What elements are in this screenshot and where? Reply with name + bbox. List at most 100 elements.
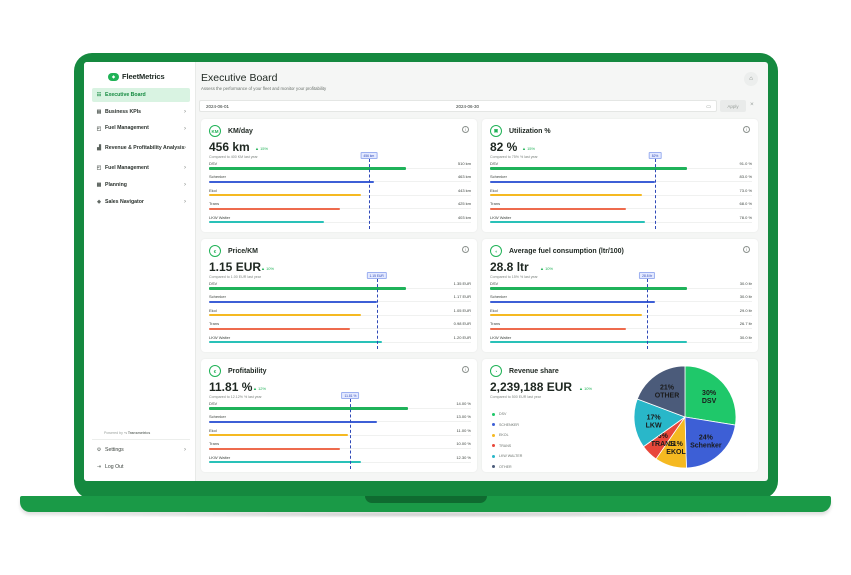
info-icon[interactable]: i xyxy=(462,366,469,373)
row-label: Trans xyxy=(490,201,501,207)
chevron-right-icon: › xyxy=(184,165,186,172)
average-tag: 456 km xyxy=(360,152,378,159)
pie-label: LKW xyxy=(646,423,662,430)
settings-button[interactable]: ⚙ Settings › xyxy=(92,443,190,457)
calendar-icon[interactable]: ▭ xyxy=(706,103,711,110)
chevron-right-icon: › xyxy=(184,125,186,132)
comparison-row: Trans 68.0 % xyxy=(490,200,752,213)
row-bar xyxy=(490,180,656,183)
card-title: Profitability xyxy=(228,367,267,375)
pie-label: 24% xyxy=(699,434,714,441)
legend-label: DSV xyxy=(499,412,507,417)
info-icon[interactable]: i xyxy=(743,126,750,133)
row-track xyxy=(209,221,471,223)
comparison-row: LKW Walter 403 km xyxy=(209,214,471,227)
comparison-row: DSV 91.0 % xyxy=(490,160,752,173)
laptop-base xyxy=(20,496,831,512)
calendar-icon: ▦ xyxy=(96,181,102,188)
kpi-value: 82 % xyxy=(490,140,518,154)
comparison-row: Trans 0.98 EUR xyxy=(209,320,471,333)
legend-label: TRANS xyxy=(499,443,512,448)
legend-swatch xyxy=(492,433,495,437)
row-bar xyxy=(209,314,361,317)
kpi-value: 1.15 EUR xyxy=(209,260,262,274)
info-icon[interactable]: i xyxy=(462,246,469,253)
row-value: 83.0 % xyxy=(739,174,752,180)
home-button[interactable]: ⌂ xyxy=(744,72,758,86)
row-bar xyxy=(490,314,642,317)
delta-badge: ▲ 10% xyxy=(261,266,275,271)
pie-label: OTHER xyxy=(655,392,680,399)
row-bar xyxy=(490,287,687,290)
card-title: KM/day xyxy=(228,127,253,135)
sidebar-item-business-kpis[interactable]: ▤ Business KPIs › xyxy=(92,105,190,119)
logo[interactable]: ◆ FleetMetrics xyxy=(108,72,165,81)
sidebar-item-planning[interactable]: ▦ Planning › xyxy=(92,178,190,192)
row-value: 443 km xyxy=(457,187,471,193)
row-bar xyxy=(209,167,406,170)
chevron-right-icon: › xyxy=(184,198,186,205)
logout-icon: ⇥ xyxy=(96,464,102,470)
chevron-right-icon: › xyxy=(184,145,186,152)
average-tag: 28.8 ltr xyxy=(639,272,656,279)
kpi-value: 11.81 % xyxy=(209,380,253,394)
comparison-row: DSV 14.00 % xyxy=(209,400,471,413)
sidebar-item-sales-navigator[interactable]: ◈ Sales Navigator › xyxy=(92,195,190,209)
compare-text: Compared to 500 EUR last year xyxy=(490,395,541,399)
comparison-row: Ekol 443 km xyxy=(209,187,471,200)
info-icon[interactable]: i xyxy=(462,126,469,133)
chevron-right-icon: › xyxy=(184,447,186,453)
chevron-right-icon: › xyxy=(184,108,186,115)
delta-badge: ▲ 10% xyxy=(579,386,593,391)
sidebar-item-fuel-management[interactable]: ◰ Fuel Management › xyxy=(92,161,190,175)
sidebar-item-fuel-management[interactable]: ◰ Fuel Management › xyxy=(92,122,190,136)
row-value: 78.0 % xyxy=(739,214,752,220)
card-icon: € xyxy=(209,365,221,377)
row-bar xyxy=(490,207,627,210)
sidebar-item-label: Fuel Management xyxy=(105,165,149,172)
average-line xyxy=(647,279,649,349)
logout-button[interactable]: ⇥ Log Out xyxy=(92,460,190,474)
row-label: Ekol xyxy=(209,187,217,193)
laptop-shadow xyxy=(40,512,811,518)
pie-slice-schenker[interactable] xyxy=(684,416,736,469)
row-value: 91.0 % xyxy=(739,161,752,166)
row-value: 1.20 EUR xyxy=(453,334,471,340)
row-label: Trans xyxy=(209,201,220,207)
card-icon: € xyxy=(209,245,221,257)
comparison-row: Trans 26.7 ltr xyxy=(490,320,752,333)
date-from[interactable]: 2024-06-01 xyxy=(206,104,230,109)
compare-text: Compared to 12.12% % last year xyxy=(209,395,262,399)
date-to[interactable]: 2024-06-30 xyxy=(456,104,480,109)
apply-button[interactable]: Apply xyxy=(720,100,746,112)
home-icon: ⌂ xyxy=(749,76,753,82)
comparison-row: Schenker 30.0 ltr xyxy=(490,293,752,306)
date-range-picker[interactable]: 2024-06-01 2024-06-30 ▭ xyxy=(199,100,717,112)
pie-slice-lkw[interactable] xyxy=(633,398,686,448)
average-tag: 82% xyxy=(648,152,662,159)
info-icon[interactable]: i xyxy=(743,246,750,253)
comparison-rows: DSV 1.35 EUR Schenker 1.17 EUR Ekol 1.05 EUR T… xyxy=(209,280,471,347)
row-value: 1.35 EUR xyxy=(453,281,471,286)
sidebar-item-label: Planning xyxy=(105,181,127,188)
legend-label: OTHER xyxy=(499,464,512,469)
row-value: 10.00 % xyxy=(456,441,471,447)
row-value: 30.0 ltr xyxy=(739,294,752,300)
row-label: DSV xyxy=(209,281,218,286)
comparison-row: DSV 510 km xyxy=(209,160,471,173)
pie-slice-dsv[interactable] xyxy=(684,365,737,426)
gear-icon: ⚙ xyxy=(96,447,102,453)
card-title: Utilization % xyxy=(509,127,551,135)
row-label: DSV xyxy=(490,161,499,166)
pie-label: 17% xyxy=(647,415,662,422)
close-icon[interactable]: × xyxy=(750,101,754,108)
sidebar-nav: ☷ Executive Board ▤ Business KPIs › ◰ Fuel Man… xyxy=(92,88,190,212)
revenue-total: 2,239,188 EUR xyxy=(490,380,573,394)
compare-text: Compared to 400 KM last year xyxy=(209,155,258,159)
sidebar-item-executive-board[interactable]: ☷ Executive Board xyxy=(92,88,190,102)
pie-slice-other[interactable] xyxy=(636,365,686,418)
powered-by: Powered by ⤳ Transmetrics xyxy=(104,431,151,435)
sidebar-item-revenue-profitability-analysis[interactable]: ▟ Revenue & Profitability Analysis › xyxy=(92,138,190,158)
row-value: 510 km xyxy=(457,161,471,166)
row-bar xyxy=(490,300,656,303)
